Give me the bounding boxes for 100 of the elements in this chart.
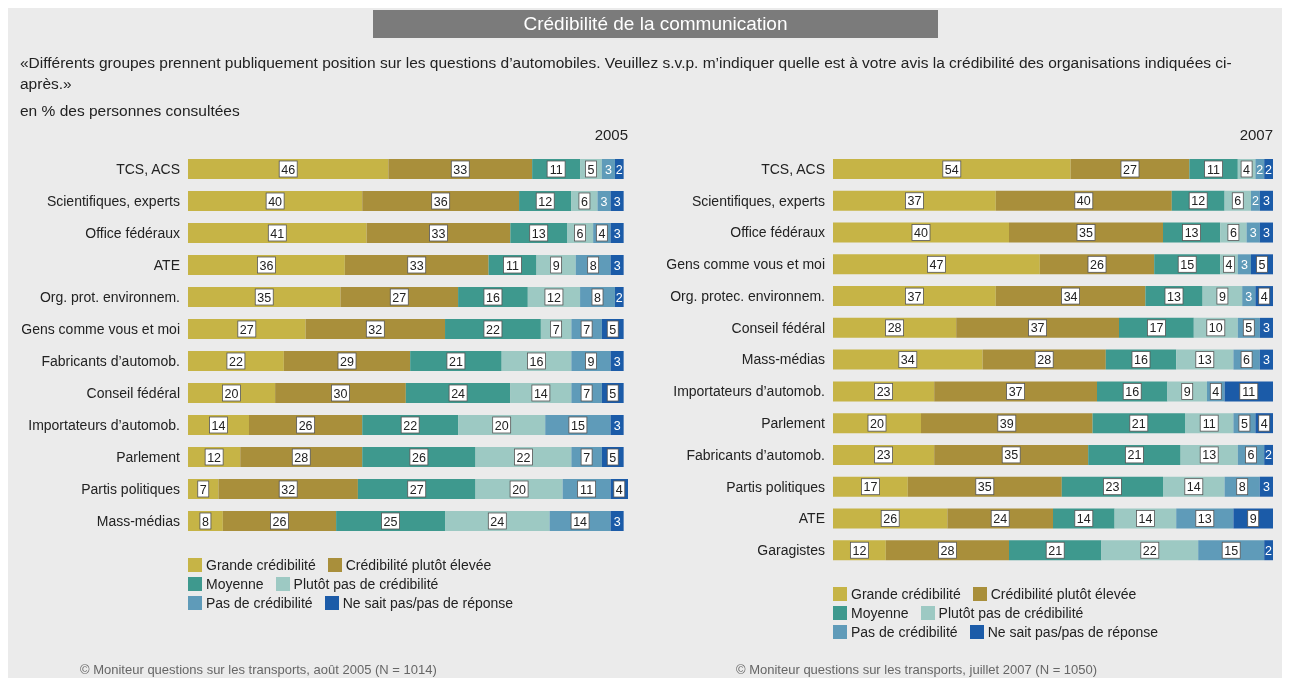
y-tick-label: Importateurs d’automob.: [28, 416, 180, 433]
data-label: 29: [340, 354, 355, 369]
data-label: 30: [333, 386, 348, 401]
y-tick-label: ATE: [798, 510, 825, 527]
legend-label: Crédibilité plutôt élevée: [989, 586, 1137, 602]
data-label: 5: [609, 322, 617, 337]
bar: [934, 381, 1097, 402]
data-label: 9: [552, 258, 560, 273]
data-label: 17: [1149, 321, 1164, 336]
data-label: 46: [281, 162, 296, 177]
y-tick-label: Parlement: [761, 415, 826, 432]
data-label: 5: [1258, 257, 1266, 272]
y-tick-label: Scientifiques, experts: [691, 192, 825, 209]
data-label: 2: [1265, 543, 1273, 558]
data-label: 3: [1249, 226, 1257, 241]
data-label: 6: [1247, 448, 1255, 463]
data-label: 35: [1004, 448, 1019, 463]
data-label: 2: [1251, 194, 1259, 209]
data-label: 14: [1186, 480, 1201, 495]
data-label: 22: [486, 322, 500, 337]
data-label: 13: [1184, 226, 1199, 241]
data-label: 7: [583, 386, 591, 401]
data-label: 3: [604, 162, 612, 177]
data-label: 39: [999, 416, 1014, 431]
data-label: 7: [583, 450, 591, 465]
data-label: 5: [609, 450, 617, 465]
y-tick-label: Scientifiques, experts: [46, 192, 180, 209]
data-label: 37: [1030, 321, 1045, 336]
data-label: 3: [1262, 353, 1270, 368]
legend-label: Plutôt pas de crédibilité: [937, 605, 1084, 621]
bar: [833, 317, 957, 338]
data-label: 4: [1225, 257, 1233, 272]
bar: [833, 222, 1009, 243]
data-label: 33: [409, 258, 424, 273]
data-label: 5: [587, 162, 595, 177]
data-label: 40: [268, 194, 283, 209]
y-tick-label: Importateurs d’automob.: [673, 383, 825, 400]
data-label: 28: [887, 321, 902, 336]
chart-title: 2005: [593, 126, 629, 143]
data-label: 10: [1208, 321, 1223, 336]
data-label: 6: [576, 226, 584, 241]
data-label: 3: [1262, 194, 1270, 209]
legend-label: Plutôt pas de crédibilité: [292, 576, 439, 592]
data-label: 3: [1262, 480, 1270, 495]
y-tick-label: TCS, ACS: [116, 160, 180, 177]
data-label: 8: [201, 514, 209, 529]
data-label: 5: [1245, 321, 1253, 336]
y-tick-label: Org. prot. environnem.: [39, 288, 180, 305]
data-label: 32: [281, 482, 296, 497]
data-label: 6: [1243, 353, 1251, 368]
y-tick-label: Org. protec. environnem.: [670, 287, 825, 304]
text: «Différents groupes prennent publiquement position sur les questions d’automobiles. Veuillez s.v.p. m’indiquer quelle est à votre avis la crédibilité des organisations indiquées ci-après.»: [20, 53, 1233, 94]
data-label: 3: [1262, 321, 1270, 336]
y-tick-label: Fabricants d’automob.: [686, 446, 825, 463]
data-label: 23: [876, 448, 891, 463]
y-tick-label: Office fédéraux: [730, 224, 825, 241]
bar: [982, 349, 1106, 370]
data-label: 41: [270, 226, 285, 241]
bar: [188, 287, 341, 307]
data-label: 8: [1238, 480, 1246, 495]
y-tick-label: Partis politiques: [726, 478, 825, 495]
data-label: 33: [431, 226, 446, 241]
data-label: 7: [552, 322, 560, 337]
data-label: 4: [1243, 162, 1251, 177]
legend-label: Crédibilité plutôt élevée: [344, 557, 492, 573]
data-label: 16: [529, 354, 544, 369]
data-label: 28: [1037, 353, 1052, 368]
data-label: 8: [594, 290, 602, 305]
data-label: 20: [494, 418, 509, 433]
data-label: 21: [448, 354, 463, 369]
y-tick-label: Office fédéraux: [85, 224, 180, 241]
data-label: 12: [1191, 194, 1206, 209]
legend-label: Pas de crédibilité: [205, 595, 313, 611]
data-label: 13: [1197, 511, 1212, 526]
data-label: 26: [883, 511, 898, 526]
data-label: 9: [587, 354, 595, 369]
data-label: 33: [453, 162, 468, 177]
data-label: 3: [1262, 226, 1270, 241]
bar: [921, 413, 1093, 434]
bar: [1009, 222, 1163, 243]
data-label: 7: [583, 322, 591, 337]
data-label: 22: [403, 418, 418, 433]
data-label: 11: [580, 482, 594, 497]
bar: [956, 317, 1119, 338]
data-label: 47: [929, 257, 944, 272]
data-label: 35: [257, 290, 272, 305]
data-label: 12: [852, 543, 867, 558]
data-label: 11: [1207, 162, 1221, 177]
y-tick-label: Gens comme vous et moi: [666, 256, 825, 273]
data-label: 21: [1131, 416, 1146, 431]
bar: [188, 255, 345, 275]
y-tick-label: TCS, ACS: [761, 160, 825, 177]
data-label: 26: [272, 514, 287, 529]
data-label: 4: [615, 482, 623, 497]
bar: [833, 349, 983, 370]
bar: [833, 159, 1071, 179]
data-label: 6: [580, 194, 588, 209]
data-label: 37: [1008, 384, 1023, 399]
data-label: 16: [1125, 384, 1140, 399]
data-label: 9: [1218, 289, 1226, 304]
